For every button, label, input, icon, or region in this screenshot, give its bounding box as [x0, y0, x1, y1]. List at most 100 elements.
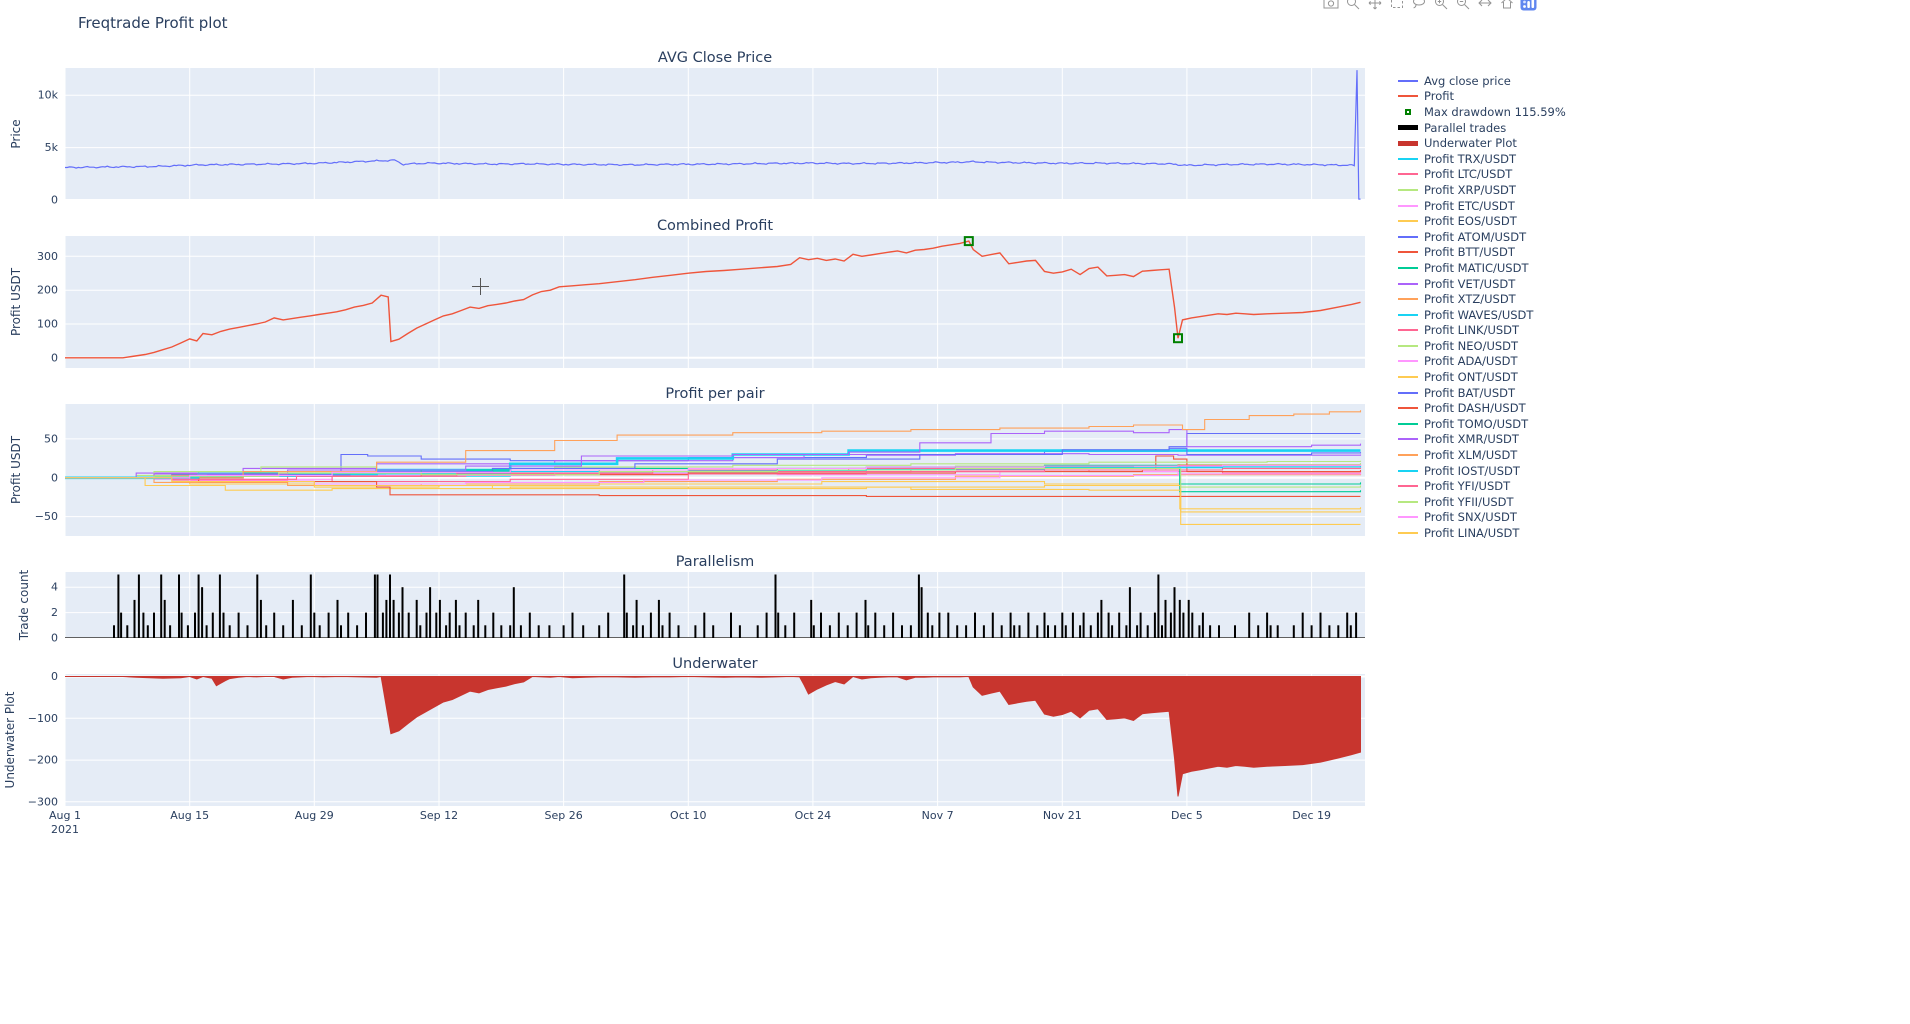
trade-count-bar	[632, 625, 635, 638]
legend-item-profit-trx-usdt[interactable]: Profit TRX/USDT	[1397, 151, 1566, 167]
trade-count-bar	[282, 625, 285, 638]
trade-count-bar	[607, 612, 610, 638]
trade-count-bar	[1047, 625, 1049, 638]
legend-item-profit-link-usdt[interactable]: Profit LINK/USDT	[1397, 323, 1566, 339]
camera-button[interactable]	[1321, 0, 1340, 12]
x-tick-label: Sep 26	[544, 809, 582, 822]
legend-label: Profit ATOM/USDT	[1424, 229, 1527, 244]
trade-count-bar	[259, 599, 262, 638]
legend-line-swatch-icon	[1397, 282, 1419, 285]
subplot-bg-combined-profit[interactable]	[65, 236, 1365, 368]
trade-count-bar	[1269, 625, 1272, 638]
trade-count-bar	[300, 625, 303, 638]
legend-item-profit-waves-usdt[interactable]: Profit WAVES/USDT	[1397, 307, 1566, 323]
legend-label: Profit NEO/USDT	[1424, 338, 1519, 353]
legend-item-profit-yfii-usdt[interactable]: Profit YFII/USDT	[1397, 494, 1566, 510]
trade-count-bar	[1009, 612, 1012, 638]
box-select-button[interactable]	[1387, 0, 1406, 12]
legend-line-swatch-icon	[1397, 266, 1419, 269]
plotly-logo[interactable]	[1519, 0, 1538, 12]
legend-item-profit-vet-usdt[interactable]: Profit VET/USDT	[1397, 276, 1566, 292]
legend-line-swatch-icon	[1397, 298, 1419, 301]
legend-line-swatch-icon	[1397, 329, 1419, 332]
trade-count-bar	[1173, 587, 1176, 638]
trade-count-bar	[947, 612, 950, 638]
pan-button[interactable]	[1365, 0, 1384, 12]
legend-item-max-drawdown-115-59[interactable]: Max drawdown 115.59%	[1397, 104, 1566, 120]
trade-count-bar	[837, 612, 840, 638]
trade-count-bar	[1128, 587, 1131, 638]
trade-count-bar	[327, 612, 330, 638]
legend-item-profit-xlm-usdt[interactable]: Profit XLM/USDT	[1397, 447, 1566, 463]
trade-count-bar	[347, 612, 350, 638]
trade-count-bar	[256, 574, 259, 638]
legend-item-profit-xrp-usdt[interactable]: Profit XRP/USDT	[1397, 182, 1566, 198]
trade-count-bar	[237, 612, 240, 638]
legend-item-profit-xmr-usdt[interactable]: Profit XMR/USDT	[1397, 432, 1566, 448]
legend-item-profit-neo-usdt[interactable]: Profit NEO/USDT	[1397, 338, 1566, 354]
trade-count-bar	[931, 625, 934, 638]
trade-count-bar	[528, 612, 531, 638]
legend-item-profit-snx-usdt[interactable]: Profit SNX/USDT	[1397, 510, 1566, 526]
legend-label: Profit LINK/USDT	[1424, 323, 1520, 338]
trade-count-bar	[178, 574, 180, 638]
legend-label: Profit EOS/USDT	[1424, 214, 1517, 229]
reset-axes-button[interactable]	[1497, 0, 1516, 12]
autoscale-button[interactable]	[1475, 0, 1494, 12]
trade-count-bar	[429, 587, 432, 638]
legend-label: Profit ONT/USDT	[1424, 370, 1518, 385]
trade-count-bar	[492, 612, 495, 638]
trade-count-bar	[113, 625, 115, 638]
legend-item-underwater-plot[interactable]: Underwater Plot	[1397, 135, 1566, 151]
max-drawdown-marker	[963, 236, 974, 247]
trade-count-bar	[1100, 599, 1103, 638]
lasso-button[interactable]	[1409, 0, 1428, 12]
zoom-in-button[interactable]	[1431, 0, 1450, 12]
legend-label: Profit ADA/USDT	[1424, 354, 1518, 369]
trade-count-bar	[874, 612, 877, 638]
y-tick-label: −50	[35, 510, 58, 523]
legend-item-profit-lina-usdt[interactable]: Profit LINA/USDT	[1397, 525, 1566, 541]
trade-count-bar	[117, 574, 120, 638]
legend-item-profit-matic-usdt[interactable]: Profit MATIC/USDT	[1397, 260, 1566, 276]
legend-item-parallel-trades[interactable]: Parallel trades	[1397, 120, 1566, 136]
legend-item-profit-tomo-usdt[interactable]: Profit TOMO/USDT	[1397, 416, 1566, 432]
trade-count-bar	[401, 587, 404, 638]
legend-item-profit[interactable]: Profit	[1397, 89, 1566, 105]
legend-label: Profit ETC/USDT	[1424, 198, 1515, 213]
trade-count-bar	[484, 625, 487, 638]
legend-item-profit-ltc-usdt[interactable]: Profit LTC/USDT	[1397, 167, 1566, 183]
legend-item-profit-etc-usdt[interactable]: Profit ETC/USDT	[1397, 198, 1566, 214]
trade-count-bar	[738, 625, 741, 638]
trade-count-bar	[381, 612, 384, 638]
legend-label: Profit XMR/USDT	[1424, 432, 1519, 447]
y-tick-label: 10k	[38, 89, 59, 102]
legend-line-swatch-icon	[1397, 220, 1419, 223]
trade-count-bar	[519, 625, 522, 638]
underwater-area	[65, 675, 1361, 797]
legend-item-profit-iost-usdt[interactable]: Profit IOST/USDT	[1397, 463, 1566, 479]
trade-count-bar	[438, 599, 441, 638]
legend-item-profit-ada-usdt[interactable]: Profit ADA/USDT	[1397, 354, 1566, 370]
trade-count-bar	[435, 612, 438, 638]
legend-item-profit-btt-usdt[interactable]: Profit BTT/USDT	[1397, 245, 1566, 261]
legend-item-avg-close-price[interactable]: Avg close price	[1397, 73, 1566, 89]
subplot-underwater	[65, 675, 1361, 797]
legend-item-profit-xtz-usdt[interactable]: Profit XTZ/USDT	[1397, 291, 1566, 307]
legend-item-profit-ont-usdt[interactable]: Profit ONT/USDT	[1397, 369, 1566, 385]
trade-count-bar	[846, 625, 849, 638]
trade-count-bar	[376, 574, 379, 638]
x-tick-label: Oct 10	[670, 809, 707, 822]
legend-item-profit-dash-usdt[interactable]: Profit DASH/USDT	[1397, 400, 1566, 416]
legend-line-swatch-icon	[1397, 438, 1419, 441]
legend-item-profit-atom-usdt[interactable]: Profit ATOM/USDT	[1397, 229, 1566, 245]
zoom-button[interactable]	[1343, 0, 1362, 12]
zoom-out-button[interactable]	[1453, 0, 1472, 12]
legend-item-profit-yfi-usdt[interactable]: Profit YFI/USDT	[1397, 478, 1566, 494]
legend-label: Avg close price	[1424, 73, 1511, 88]
y-axis-label-profit-per-pair: Profit USDT	[9, 435, 23, 504]
subplot-bg-avg-close-price[interactable]	[65, 68, 1365, 200]
legend-item-profit-eos-usdt[interactable]: Profit EOS/USDT	[1397, 213, 1566, 229]
legend-item-profit-bat-usdt[interactable]: Profit BAT/USDT	[1397, 385, 1566, 401]
